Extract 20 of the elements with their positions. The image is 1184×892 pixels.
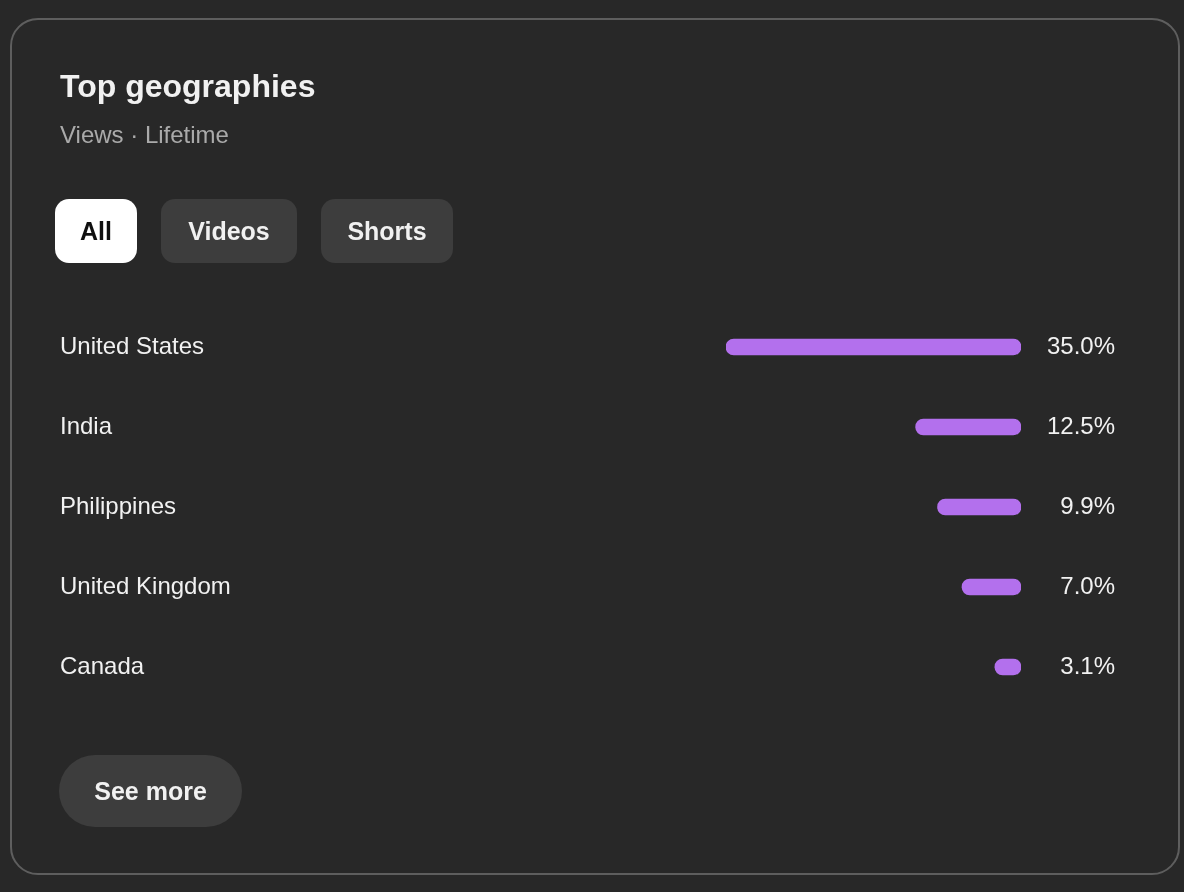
- y-tick-label: United Kingdom: [60, 571, 231, 599]
- button: All: [55, 199, 137, 263]
- text: Views · Lifetime: [60, 121, 229, 149]
- data-label: 12.5%: [1046, 411, 1115, 439]
- button: See more: [59, 755, 242, 827]
- data-label: 3.1%: [1060, 651, 1115, 679]
- button: Videos: [161, 199, 297, 263]
- bar: [726, 338, 1021, 356]
- bar: [961, 578, 1021, 596]
- y-tick-label: United States: [60, 331, 205, 359]
- data-label: 9.9%: [1060, 491, 1115, 519]
- data-label: 35.0%: [1046, 331, 1115, 359]
- y-tick-label: India: [60, 411, 113, 439]
- data-label: 7.0%: [1060, 571, 1115, 599]
- bar: [937, 498, 1021, 516]
- y-tick-label: Canada: [60, 651, 145, 679]
- bar: [915, 418, 1021, 436]
- button: Shorts: [321, 199, 453, 263]
- y-tick-label: Philippines: [60, 491, 177, 519]
- text: Top geographies: [60, 68, 316, 105]
